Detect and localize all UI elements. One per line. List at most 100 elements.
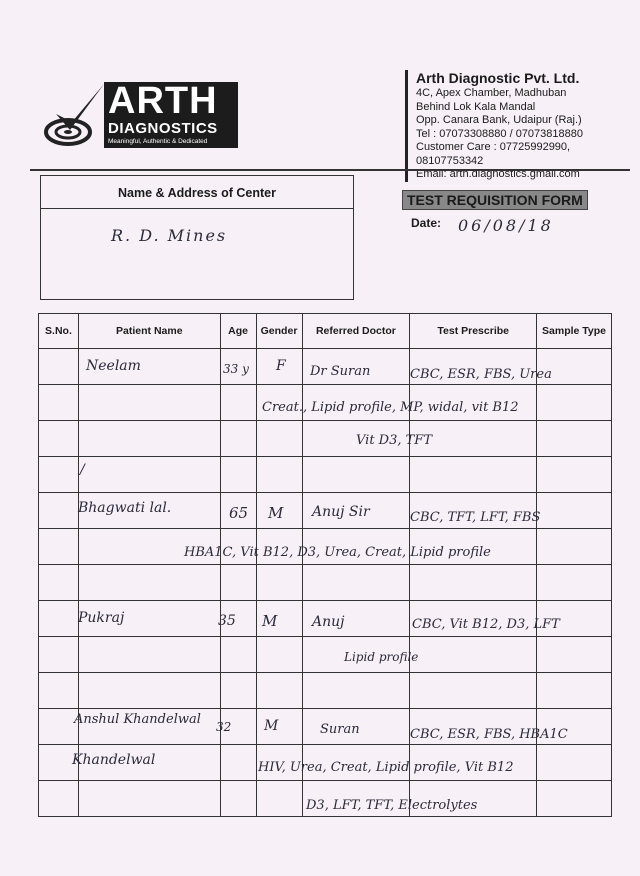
age: 33 y — [223, 362, 249, 376]
test-prescribe: D3, LFT, TFT, Electrolytes — [306, 798, 478, 813]
table-cell — [301, 564, 411, 601]
col-sno: S.No. — [38, 313, 79, 349]
center-label: Name & Address of Center — [41, 176, 353, 209]
table-cell — [77, 564, 221, 601]
table-row — [38, 744, 612, 781]
table-cell — [219, 492, 257, 529]
col-gender: Gender — [255, 313, 303, 349]
test-prescribe: CBC, TFT, LFT, FBS — [410, 510, 541, 525]
referred-doctor: Anuj — [312, 614, 345, 630]
table-cell — [301, 456, 411, 493]
table-cell — [536, 780, 612, 817]
table-cell — [77, 672, 221, 709]
table-cell — [255, 708, 303, 745]
test-prescribe: HBA1C, Vit B12, D3, Urea, Creat, Lipid p… — [184, 545, 491, 560]
table-cell — [409, 708, 538, 745]
table-cell — [38, 600, 79, 637]
test-prescribe: CBC, ESR, FBS, HBA1C — [410, 727, 568, 742]
center-box: Name & Address of Center R. D. Mines — [40, 175, 354, 300]
table-cell — [409, 672, 538, 709]
patient-name: Bhagwati lal. — [78, 500, 172, 516]
table-cell — [219, 780, 257, 817]
table-cell — [536, 492, 612, 529]
table-row — [38, 672, 612, 709]
table-cell — [219, 456, 257, 493]
table-cell — [536, 708, 612, 745]
col-patient-name: Patient Name — [77, 313, 221, 349]
table-cell — [38, 708, 79, 745]
table-cell — [77, 420, 221, 457]
table-cell — [38, 384, 79, 421]
test-prescribe: Vit D3, TFT — [356, 433, 432, 448]
date-label: Date: — [411, 216, 442, 230]
table-cell — [536, 744, 612, 781]
test-prescribe: HIV, Urea, Creat, Lipid profile, Vit B12 — [258, 760, 514, 775]
table-cell — [255, 420, 303, 457]
table-cell — [536, 564, 612, 601]
patient-name: Khandelwal — [72, 752, 156, 768]
referred-doctor: Suran — [320, 722, 360, 737]
table-cell — [409, 564, 538, 601]
table-header-row: S.No. Patient Name Age Gender Referred D… — [38, 313, 612, 349]
table-cell — [219, 420, 257, 457]
table-cell — [255, 528, 303, 565]
gender: M — [268, 504, 284, 522]
table-cell — [536, 636, 612, 673]
table-cell — [38, 528, 79, 565]
test-prescribe: Creat., Lipid profile, MP, widal, vit B1… — [262, 400, 519, 415]
table-cell — [409, 636, 538, 673]
table-cell — [77, 348, 221, 385]
table-cell — [301, 744, 411, 781]
table-cell — [255, 780, 303, 817]
address-line: Behind Lok Kala Mandal — [416, 100, 536, 113]
table-cell — [255, 564, 303, 601]
table-row — [38, 456, 612, 493]
table-cell — [536, 384, 612, 421]
table-cell — [77, 456, 221, 493]
test-prescribe: CBC, Vit B12, D3, LFT — [412, 617, 560, 632]
center-value: R. D. Mines — [111, 226, 228, 245]
address-line: Opp. Canara Bank, Udaipur (Raj.) — [416, 114, 582, 126]
table-row — [38, 600, 612, 637]
table-cell — [38, 672, 79, 709]
table-cell — [38, 636, 79, 673]
table-cell — [255, 456, 303, 493]
table-cell — [409, 780, 538, 817]
table-cell — [301, 780, 411, 817]
col-age: Age — [219, 313, 257, 349]
target-check-icon — [44, 84, 104, 146]
patient-name: Anshul Khandelwal — [74, 712, 201, 727]
table-cell — [219, 348, 257, 385]
referred-doctor: Anuj Sir — [312, 504, 370, 520]
logo-brand: ARTH — [108, 80, 218, 122]
table-cell — [255, 636, 303, 673]
table-cell — [77, 636, 221, 673]
table-cell — [409, 456, 538, 493]
header-divider — [30, 169, 630, 171]
logo-sub: DIAGNOSTICS — [108, 120, 218, 137]
patient-name: Neelam — [86, 358, 141, 374]
table-cell — [38, 492, 79, 529]
table-row — [38, 636, 612, 673]
table-cell — [301, 420, 411, 457]
table-cell — [536, 528, 612, 565]
form-title: TEST REQUISITION FORM — [402, 190, 588, 210]
table-cell — [536, 420, 612, 457]
table-cell — [255, 492, 303, 529]
table-cell — [219, 528, 257, 565]
table-cell — [409, 348, 538, 385]
table-cell — [77, 384, 221, 421]
table-cell — [536, 456, 612, 493]
customer-care-line: Customer Care : 07725992990, 08107753342 — [416, 141, 571, 167]
referred-doctor: Dr Suran — [310, 364, 371, 379]
age: 32 — [216, 720, 232, 734]
gender: F — [276, 358, 286, 374]
table-cell — [255, 672, 303, 709]
col-sample-type: Sample Type — [536, 313, 612, 349]
age: 65 — [229, 504, 249, 522]
table-cell — [536, 600, 612, 637]
table-cell — [38, 456, 79, 493]
test-prescribe: CBC, ESR, FBS, Urea — [410, 367, 552, 382]
table-cell — [219, 672, 257, 709]
test-prescribe: Lipid profile — [344, 650, 419, 664]
